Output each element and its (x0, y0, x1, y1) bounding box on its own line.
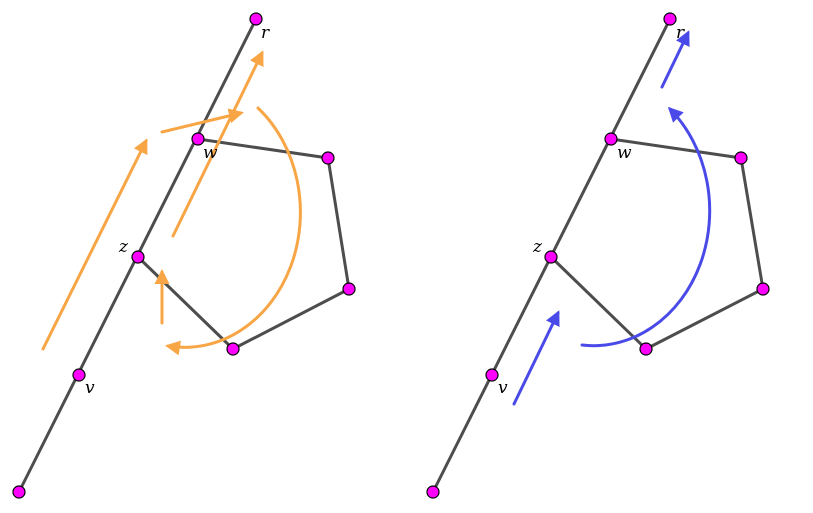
right-vertex-w (604, 132, 618, 146)
left-vertex-r (249, 12, 263, 26)
left-label-r: r (261, 23, 270, 43)
left-vertex-pent-bottom (226, 342, 240, 356)
left-arrow-top (160, 108, 244, 134)
right-diagram: r w z v (426, 12, 770, 499)
left-vertex-v (72, 368, 86, 382)
left-label-z: z (118, 237, 129, 257)
left-vertex-pent-right (342, 282, 356, 296)
right-blue-arrows (512, 30, 712, 406)
right-arrow-arc (580, 106, 712, 348)
left-arrow-arc (165, 106, 302, 356)
right-vertex-end (426, 485, 440, 499)
right-label-r: r (676, 23, 685, 43)
right-vertex-pent-right (756, 282, 770, 296)
left-vertex-pent-top (321, 151, 335, 165)
right-vertex-pent-bottom (639, 342, 653, 356)
right-vertex-r (663, 12, 677, 26)
right-arrow-top (660, 30, 690, 89)
right-arrow-bottom (512, 310, 560, 406)
left-label-v: v (85, 378, 95, 398)
right-label-w: w (617, 143, 632, 163)
right-vertex-v (485, 368, 499, 382)
right-label-v: v (498, 378, 508, 398)
right-vertex-z (544, 250, 558, 264)
left-vertex-z (131, 250, 145, 264)
left-diagram: r w z v (12, 12, 356, 499)
left-vertex-w (191, 132, 205, 146)
right-label-z: z (532, 237, 543, 257)
right-vertex-pent-top (734, 151, 748, 165)
left-label-w: w (203, 143, 218, 163)
left-vertex-end (12, 485, 26, 499)
left-orange-arrows (41, 50, 302, 356)
left-pentagon (136, 137, 351, 351)
right-pentagon (549, 137, 765, 351)
left-arrow-inner (171, 50, 264, 238)
left-arrow-long (41, 138, 148, 351)
